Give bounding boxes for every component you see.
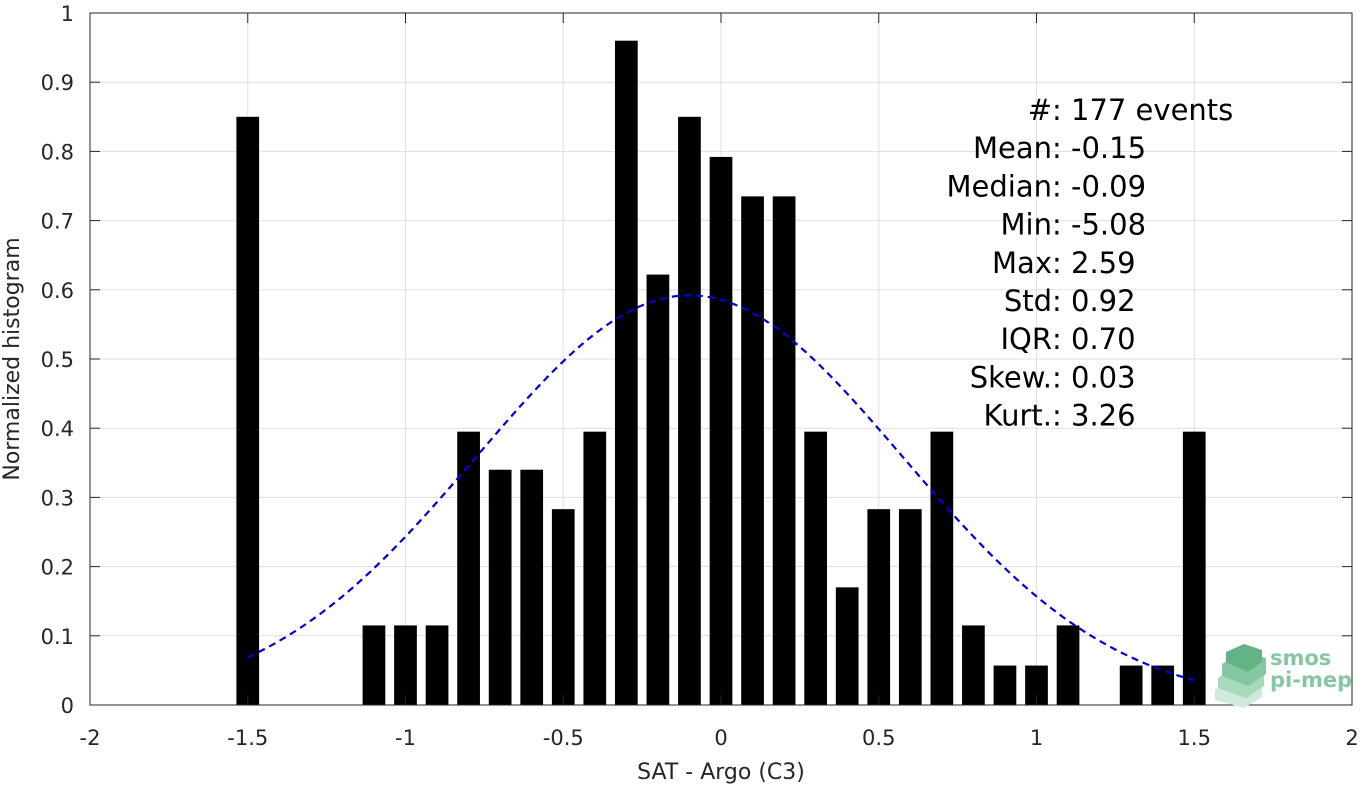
stat-value: : 0.03	[1052, 360, 1136, 394]
logo-mark-icon	[1215, 644, 1266, 708]
histogram-bar	[867, 509, 891, 705]
y-tick-label: 0.4	[41, 417, 74, 441]
stat-label: IQR	[1000, 322, 1052, 356]
stat-label: Max	[992, 246, 1052, 280]
histogram-bar	[394, 625, 417, 705]
x-tick-label: -1.5	[227, 726, 268, 750]
stat-label: #	[1028, 93, 1052, 127]
x-tick-labels: -2 -1.5 -1 -0.5 0 0.5 1 1.5 2	[80, 726, 1359, 750]
x-tick-label: -1	[395, 726, 416, 750]
y-tick-label: 0.6	[41, 279, 74, 303]
histogram-bar	[1182, 431, 1206, 705]
histogram-bars	[236, 40, 1206, 706]
y-axis-label: Normalized histogram	[0, 237, 25, 480]
y-tick-label: 0.9	[41, 71, 74, 95]
normal-fit-curve	[247, 294, 1195, 682]
stat-label: Mean	[973, 131, 1052, 165]
histogram-bar	[772, 196, 796, 705]
histogram-bar	[236, 116, 260, 706]
y-tick-label: 1	[61, 2, 74, 26]
histogram-bar	[930, 431, 954, 705]
histogram-bar	[520, 469, 544, 705]
histogram-bar	[993, 665, 1017, 705]
histogram-bar	[962, 625, 985, 705]
x-tick-label: -0.5	[543, 726, 584, 750]
stat-label: Min	[1001, 208, 1052, 242]
stat-value: : -0.09	[1052, 169, 1146, 203]
logo-text-line1: smos	[1270, 646, 1331, 670]
histogram-bar	[1151, 665, 1175, 705]
stat-value: : 2.59	[1052, 246, 1136, 280]
histogram-bar	[1056, 625, 1080, 705]
y-tick-labels: 0 0.1 0.2 0.3 0.4 0.5 0.6 0.7 0.8 0.9 1	[41, 2, 74, 718]
histogram-bar	[1025, 665, 1048, 705]
histogram-bar	[898, 509, 922, 705]
x-tick-label: 0	[714, 726, 727, 750]
x-tick-label: 2	[1345, 726, 1358, 750]
histogram-bar	[709, 156, 733, 705]
histogram-bar	[804, 431, 828, 705]
y-tick-label: 0.3	[41, 486, 74, 510]
stat-value: : -5.08	[1052, 208, 1146, 242]
stat-value: : 0.70	[1052, 322, 1136, 356]
y-tick-label: 0.5	[41, 348, 74, 372]
x-tick-label: 1	[1030, 726, 1043, 750]
axis-ticks	[89, 12, 1353, 706]
stat-value: : 3.26	[1052, 399, 1136, 433]
histogram-bar	[646, 274, 670, 705]
y-tick-label: 0.7	[41, 210, 74, 234]
histogram-bar	[583, 431, 607, 705]
histogram-bar	[425, 625, 449, 705]
histogram-bar	[488, 469, 512, 705]
stat-label: Median	[947, 169, 1052, 203]
x-tick-label: 1.5	[1178, 726, 1211, 750]
x-tick-label: 0.5	[862, 726, 895, 750]
stat-value: : 177 events	[1052, 93, 1233, 127]
x-tick-label: -2	[80, 726, 101, 750]
logo-text-line2: pi-mep	[1270, 668, 1352, 692]
histogram-bar	[1119, 665, 1143, 705]
stat-label: Skew.	[970, 360, 1052, 394]
histogram-bar	[835, 587, 859, 705]
stat-label: Std	[1004, 284, 1052, 318]
stat-value: : -0.15	[1052, 131, 1146, 165]
histogram-bar	[741, 196, 764, 705]
stat-label: Kurt.	[984, 399, 1052, 433]
histogram-bar	[551, 509, 575, 705]
y-tick-label: 0.2	[41, 556, 74, 580]
histogram-bar	[678, 116, 701, 706]
y-tick-label: 0	[61, 694, 74, 718]
smos-pi-mep-logo: smos pi-mep	[1215, 644, 1352, 708]
y-tick-label: 0.8	[41, 140, 74, 164]
histogram-bar	[614, 40, 638, 706]
x-axis-label: SAT - Argo (C3)	[637, 760, 805, 785]
histogram-bar	[457, 431, 480, 705]
stat-value: : 0.92	[1052, 284, 1136, 318]
histogram-bar	[362, 625, 386, 705]
y-tick-label: 0.1	[41, 625, 74, 649]
